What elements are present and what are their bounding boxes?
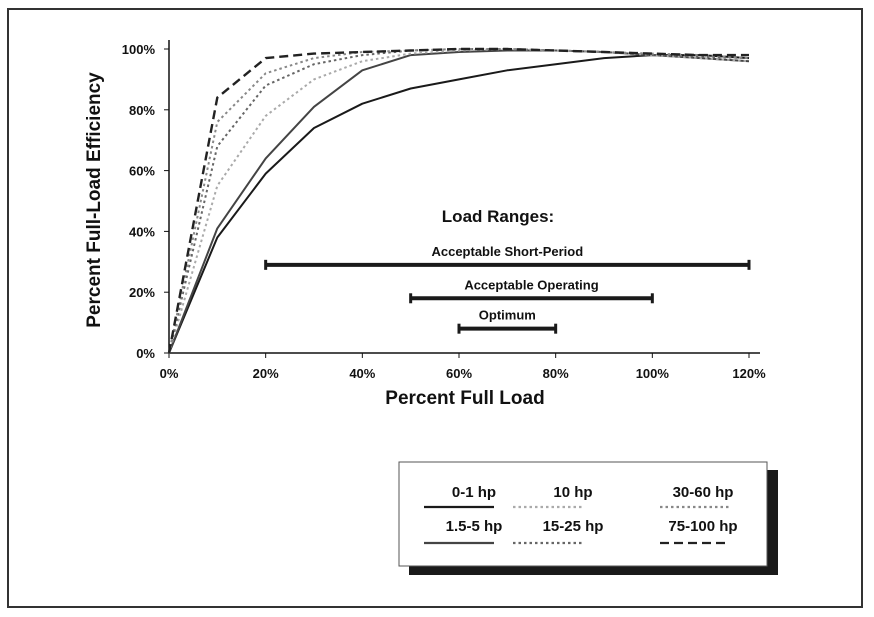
- load-ranges-title: Load Ranges:: [442, 207, 554, 226]
- legend-label-0-1-hp: 0-1 hp: [452, 484, 496, 501]
- series-line-10-hp: [168, 48, 750, 354]
- y-tick-label: 80%: [129, 103, 155, 118]
- y-tick-label: 40%: [129, 224, 155, 239]
- y-tick-label: 60%: [129, 164, 155, 179]
- range-label-optimum: Optimum: [479, 308, 536, 323]
- legend-label-10-hp: 10 hp: [553, 484, 592, 501]
- y-tick-label: 100%: [122, 42, 156, 57]
- x-tick-label: 100%: [636, 366, 670, 381]
- series-line-0-1-hp: [168, 54, 750, 354]
- x-tick-label: 40%: [349, 366, 375, 381]
- legend-label-75-100-hp: 75-100 hp: [668, 518, 737, 535]
- y-tick-label: 20%: [129, 285, 155, 300]
- x-tick-label: 60%: [446, 366, 472, 381]
- series-line-1-5-5-hp: [168, 49, 750, 354]
- series-line-30-60-hp: [168, 48, 750, 354]
- legend-label-30-60-hp: 30-60 hp: [673, 484, 734, 501]
- y-tick-label: 0%: [136, 346, 155, 361]
- range-label-acceptable-operating: Acceptable Operating: [464, 277, 598, 292]
- series-line-75-100-hp: [167, 47, 749, 354]
- legend-box: [398, 461, 768, 567]
- x-tick-label: 20%: [253, 366, 279, 381]
- legend-label-15-25-hp: 15-25 hp: [543, 518, 604, 535]
- x-tick-label: 120%: [732, 366, 766, 381]
- x-tick-label: 80%: [543, 366, 569, 381]
- legend-label-1-5-5-hp: 1.5-5 hp: [446, 518, 503, 535]
- range-label-acceptable-short-period: Acceptable Short-Period: [431, 244, 583, 259]
- x-tick-label: 0%: [160, 366, 179, 381]
- series-line-15-25-hp: [168, 48, 750, 354]
- x-axis-title: Percent Full Load: [385, 388, 544, 409]
- y-axis-title: Percent Full-Load Efficiency: [84, 72, 105, 328]
